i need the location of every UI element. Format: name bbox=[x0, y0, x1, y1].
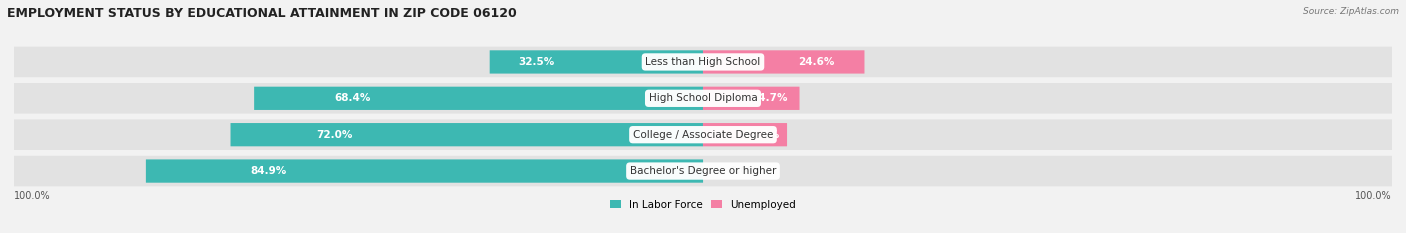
Text: 100.0%: 100.0% bbox=[14, 191, 51, 201]
FancyBboxPatch shape bbox=[14, 47, 1392, 77]
Text: 68.4%: 68.4% bbox=[335, 93, 371, 103]
FancyBboxPatch shape bbox=[14, 156, 1392, 186]
Text: Source: ZipAtlas.com: Source: ZipAtlas.com bbox=[1303, 7, 1399, 16]
FancyBboxPatch shape bbox=[254, 87, 703, 110]
Text: High School Diploma: High School Diploma bbox=[648, 93, 758, 103]
Text: 12.8%: 12.8% bbox=[744, 130, 780, 140]
Text: Less than High School: Less than High School bbox=[645, 57, 761, 67]
FancyBboxPatch shape bbox=[703, 50, 865, 74]
Text: EMPLOYMENT STATUS BY EDUCATIONAL ATTAINMENT IN ZIP CODE 06120: EMPLOYMENT STATUS BY EDUCATIONAL ATTAINM… bbox=[7, 7, 517, 20]
FancyBboxPatch shape bbox=[489, 50, 703, 74]
Text: 100.0%: 100.0% bbox=[1355, 191, 1392, 201]
FancyBboxPatch shape bbox=[146, 159, 703, 183]
Text: 24.6%: 24.6% bbox=[797, 57, 834, 67]
FancyBboxPatch shape bbox=[14, 119, 1392, 150]
Text: College / Associate Degree: College / Associate Degree bbox=[633, 130, 773, 140]
FancyBboxPatch shape bbox=[14, 83, 1392, 114]
Text: 72.0%: 72.0% bbox=[316, 130, 353, 140]
FancyBboxPatch shape bbox=[703, 123, 787, 146]
FancyBboxPatch shape bbox=[231, 123, 703, 146]
Text: 32.5%: 32.5% bbox=[519, 57, 555, 67]
Text: 84.9%: 84.9% bbox=[250, 166, 287, 176]
Text: Bachelor's Degree or higher: Bachelor's Degree or higher bbox=[630, 166, 776, 176]
Text: 0.0%: 0.0% bbox=[730, 166, 758, 176]
Text: 14.7%: 14.7% bbox=[752, 93, 789, 103]
FancyBboxPatch shape bbox=[703, 87, 800, 110]
Legend: In Labor Force, Unemployed: In Labor Force, Unemployed bbox=[607, 196, 799, 213]
